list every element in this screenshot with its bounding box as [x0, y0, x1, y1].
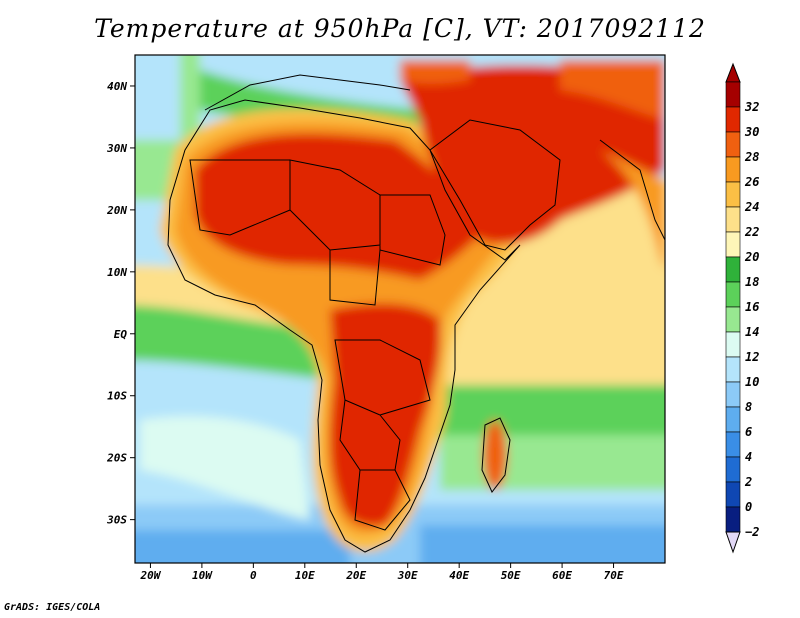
- madagascar-coastline: [481, 417, 511, 493]
- lon-tick-label: 10E: [295, 569, 315, 582]
- colorbar-swatch: [725, 306, 741, 333]
- colorbar-swatch: [725, 506, 741, 533]
- benguela-cool-tongue: [140, 416, 310, 520]
- arabia-coastline: [429, 119, 561, 251]
- colorbar-swatch: [725, 131, 741, 158]
- india-warm: [600, 150, 665, 270]
- colorbar-swatch: [725, 81, 741, 108]
- colorbar-label: 30: [744, 125, 759, 139]
- lon-tick-label: 70E: [604, 569, 624, 582]
- colorbar-label: 22: [744, 225, 759, 239]
- lon-tick-label: 10W: [192, 569, 213, 582]
- madagascar-warm: [483, 420, 507, 490]
- map-frame: [134, 54, 666, 564]
- colorbar-min-arrow: [725, 531, 741, 554]
- colorbar-label: 26: [744, 175, 759, 189]
- indian-ocean-cool-band: [440, 435, 665, 490]
- turkey-warm: [400, 60, 470, 84]
- colorbar-label: 28: [744, 150, 759, 164]
- lon-tick-label: 30E: [397, 569, 418, 582]
- coastlines: [167, 74, 665, 553]
- southern-borders: [334, 339, 431, 531]
- colorbar-swatch: [725, 206, 741, 233]
- colorbar-swatch: [725, 356, 741, 383]
- colorbar-label: 2: [744, 475, 752, 489]
- lat-tick-label: 30N: [106, 142, 127, 155]
- colorbar-label: 16: [745, 300, 759, 314]
- lon-tick-label: 60E: [552, 569, 572, 582]
- colorbar-label: 8: [745, 400, 752, 414]
- colorbar-max-arrow: [725, 62, 741, 83]
- colorbar-swatch: [725, 331, 741, 358]
- india-coastline: [599, 139, 665, 241]
- colorbar-swatch: [725, 481, 741, 508]
- lon-tick-label: 20E: [345, 569, 366, 582]
- arabia-hot: [400, 65, 665, 244]
- southern-africa-hot: [330, 303, 441, 527]
- colorbar-swatch: [725, 431, 741, 458]
- lat-tick-label: 40N: [107, 80, 127, 93]
- colorbar-label: 32: [744, 100, 759, 114]
- colorbar-label: 18: [745, 275, 759, 289]
- lat-tick-label: 10N: [107, 266, 127, 279]
- lon-tick-label: 0: [250, 569, 257, 582]
- colorbar-swatch: [725, 181, 741, 208]
- latitude-axis: 40N 30N 20N 10N EQ 10S 20S 30S: [106, 80, 135, 527]
- colorbar-label: 4: [745, 450, 752, 464]
- southern-ocean-cold-band: [135, 530, 350, 563]
- colorbar-label: 12: [745, 350, 759, 364]
- colorbar-swatch: [725, 406, 741, 433]
- colorbar-label: 20: [744, 250, 759, 264]
- lon-tick-label: 40E: [449, 569, 469, 582]
- colorbar-label: 0: [745, 500, 752, 514]
- colorbar-swatch: [725, 456, 741, 483]
- colorbar-swatch: [725, 106, 741, 133]
- colorbar-label: 6: [745, 425, 752, 439]
- central-asia-warm: [560, 60, 665, 120]
- indian-ocean-mid-band: [440, 385, 665, 440]
- europe-coastline: [204, 74, 411, 111]
- colorbar-swatch: [725, 381, 741, 408]
- lon-tick-label: 50E: [501, 569, 521, 582]
- map-title: Temperature at 950hPa [C], VT: 201709211…: [94, 14, 706, 43]
- colorbar-swatch: [725, 256, 741, 283]
- colorbar-swatch: [725, 156, 741, 183]
- colorbar-swatch: [725, 231, 741, 258]
- lat-tick-label: 20N: [106, 204, 127, 217]
- north-atlantic-cool: [135, 55, 180, 140]
- lat-tick-label: 30S: [106, 514, 127, 527]
- sahara-hot: [195, 133, 480, 280]
- lat-tick-label: 10S: [107, 390, 127, 403]
- colorbar-label: −2: [745, 525, 759, 539]
- colorbar-label: 14: [745, 325, 759, 339]
- lon-tick-label: 20W: [139, 569, 161, 582]
- colorbar-label: 24: [744, 200, 759, 214]
- temperature-field: [135, 55, 665, 563]
- longitude-axis: 20W 10W 0 10E 20E 30E 40E 50E 60E 70E: [139, 563, 624, 582]
- africa-coastline: [167, 99, 521, 553]
- southern-indian-cold-band: [420, 525, 665, 563]
- lat-tick-label: EQ: [114, 328, 128, 341]
- grads-credit: GrADS: IGES/COLA: [4, 602, 101, 613]
- colorbar-swatch: [725, 281, 741, 308]
- colorbar-label: 10: [745, 375, 759, 389]
- lat-tick-label: 20S: [106, 452, 127, 465]
- country-borders: [189, 159, 446, 306]
